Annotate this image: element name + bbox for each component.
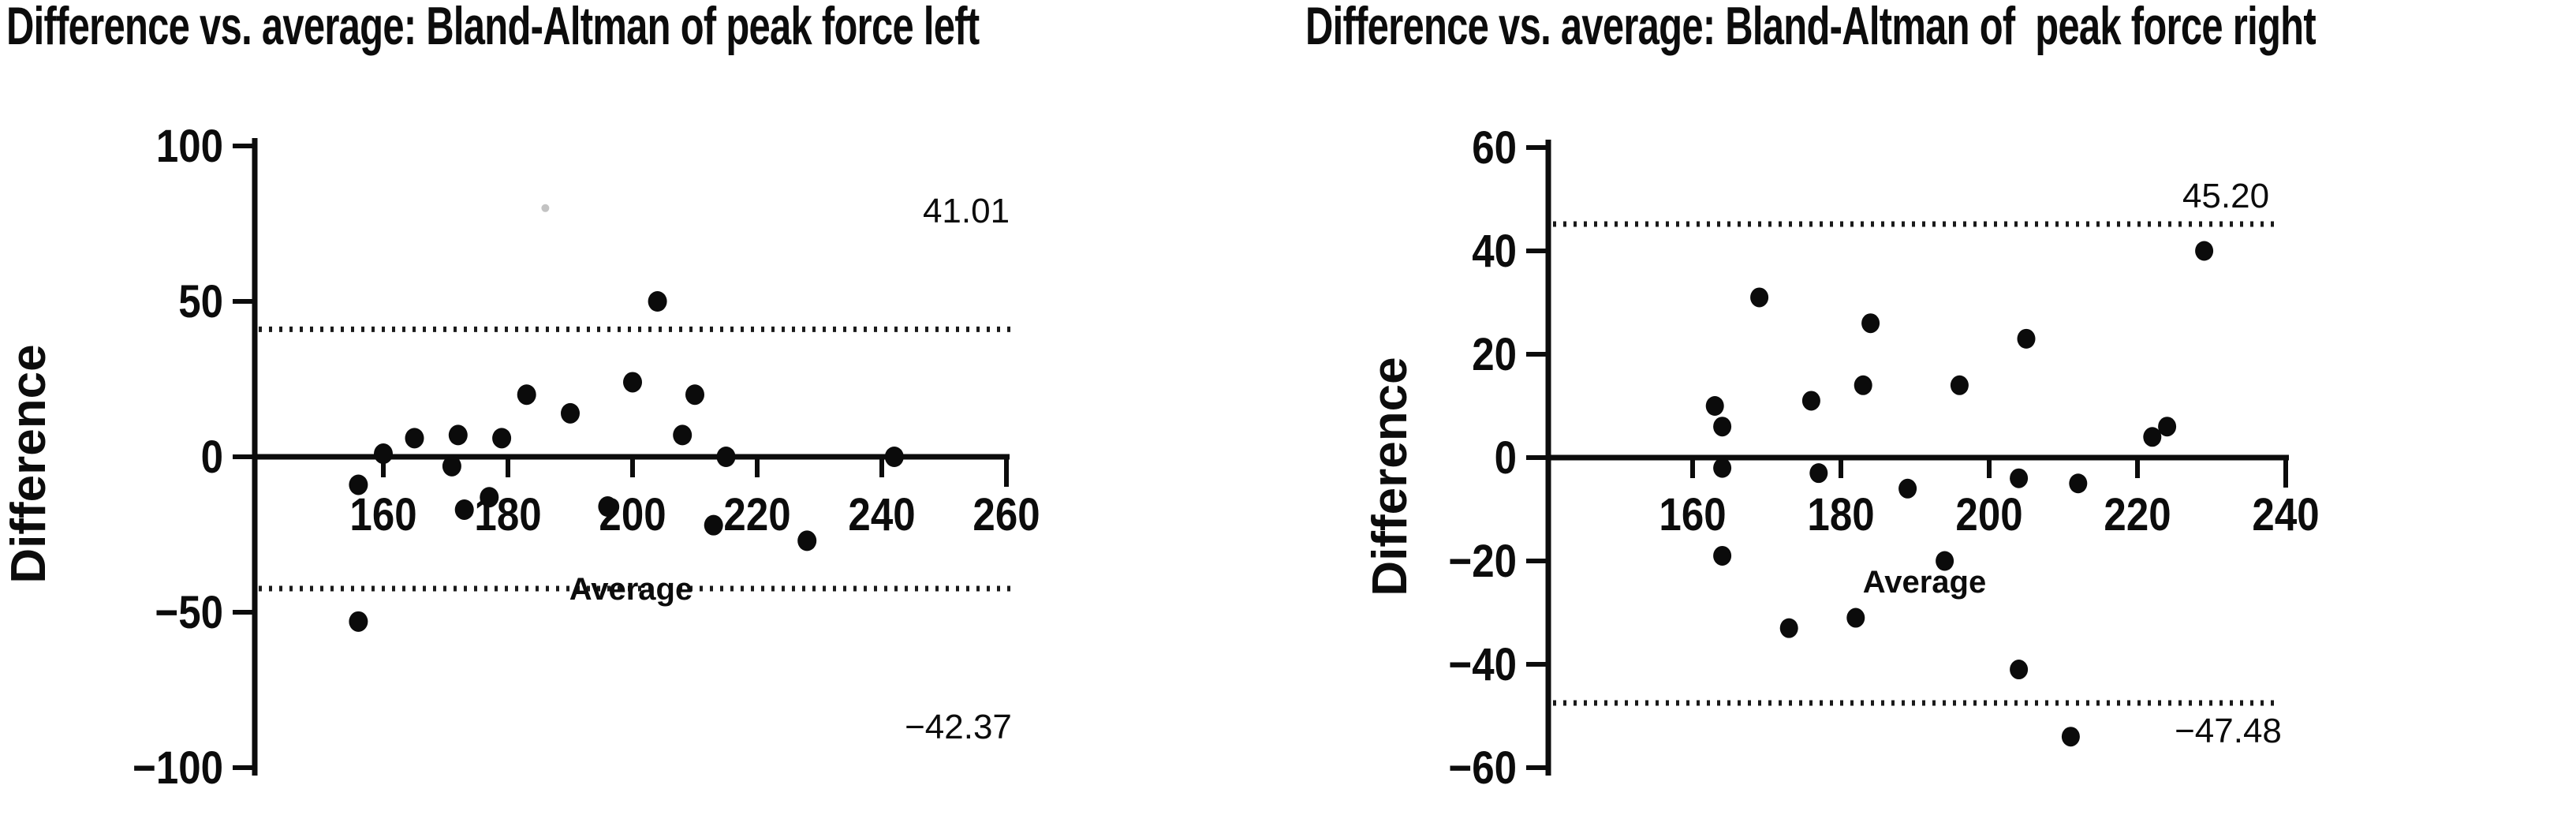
x-tick-label: 220	[2104, 489, 2171, 540]
data-point	[2017, 328, 2036, 349]
panel-bland-altman-right: Difference vs. average: Bland-Altman of …	[1288, 0, 2576, 815]
data-point	[492, 428, 512, 449]
loa-lower-label: −47.48	[2175, 712, 2282, 750]
data-point	[517, 384, 536, 406]
x-tick-label: 160	[1659, 489, 1726, 540]
x-tick-label: 180	[1807, 489, 1874, 540]
data-point	[1809, 463, 1828, 484]
loa-lower-label: −42.37	[905, 708, 1012, 746]
y-axis-label: Difference	[1363, 357, 1417, 596]
data-point	[673, 424, 693, 446]
data-point	[1705, 396, 1724, 416]
data-point	[1854, 375, 1872, 395]
data-point	[685, 384, 704, 406]
data-point	[2061, 727, 2080, 747]
data-point	[1779, 618, 1798, 638]
y-tick-label: −20	[1448, 536, 1517, 587]
loa-upper-label: 45.20	[2182, 177, 2269, 215]
artifact-speck	[541, 204, 550, 212]
x-tick-label: 240	[848, 489, 915, 540]
data-point	[349, 611, 368, 632]
chart-title-right: Difference vs. average: Bland-Altman of …	[1305, 0, 2316, 56]
y-tick-label: 20	[1472, 329, 1517, 380]
y-tick-label: −50	[155, 587, 223, 638]
x-tick-label: 260	[973, 489, 1040, 540]
chart-right-svg: Difference vs. average: Bland-Altman of …	[1305, 0, 2320, 794]
data-point	[2158, 417, 2177, 437]
y-tick-label: −100	[133, 742, 223, 794]
data-point	[442, 455, 461, 477]
y-tick-label: 50	[178, 276, 223, 327]
data-point	[1713, 545, 1732, 566]
data-point	[1713, 417, 1732, 437]
data-point	[1713, 458, 1732, 478]
x-axis-label: Average	[569, 572, 693, 607]
data-point	[374, 443, 393, 465]
y-axis-label: Difference	[2, 344, 56, 583]
data-point	[1861, 313, 1880, 334]
data-point	[884, 447, 904, 467]
loa-upper-label: 41.01	[923, 192, 1010, 230]
panel-bland-altman-left: Difference vs. average: Bland-Altman of …	[2, 0, 1040, 794]
y-tick-label: 0	[201, 432, 223, 483]
data-point	[561, 402, 580, 424]
data-point	[1750, 287, 1769, 308]
data-point	[349, 474, 368, 495]
data-point	[405, 428, 424, 449]
data-point	[704, 514, 723, 536]
data-point	[2195, 241, 2214, 261]
y-tick-label: −40	[1448, 639, 1517, 690]
data-point	[2010, 660, 2029, 680]
y-tick-label: 60	[1472, 122, 1517, 174]
chart-title-left: Difference vs. average: Bland-Altman of …	[6, 0, 980, 56]
y-tick-label: 0	[1495, 432, 1517, 484]
data-point	[598, 496, 618, 518]
data-point	[648, 291, 667, 312]
y-tick-label: 40	[1472, 226, 1517, 277]
x-tick-label: 220	[723, 489, 790, 540]
data-point	[1898, 478, 1917, 499]
data-point	[1801, 391, 1820, 411]
x-tick-label: 160	[349, 489, 416, 540]
data-point	[1936, 551, 1954, 571]
x-tick-label: 200	[1955, 489, 2022, 540]
y-tick-label: −60	[1448, 742, 1517, 794]
data-point	[448, 424, 468, 446]
data-point	[716, 447, 736, 467]
data-point	[2010, 468, 2029, 488]
data-point	[797, 530, 817, 551]
data-point	[2069, 473, 2088, 494]
y-tick-label: 100	[156, 121, 223, 172]
data-point	[1950, 375, 1969, 395]
data-point	[2143, 427, 2162, 447]
chart-left-svg: Difference vs. average: Bland-Altman of …	[2, 0, 1040, 794]
data-point	[454, 499, 474, 520]
x-axis-label: Average	[1863, 565, 1986, 600]
data-point	[1846, 608, 1865, 628]
data-point	[480, 487, 499, 508]
x-tick-label: 240	[2252, 489, 2319, 540]
data-point	[623, 372, 642, 393]
